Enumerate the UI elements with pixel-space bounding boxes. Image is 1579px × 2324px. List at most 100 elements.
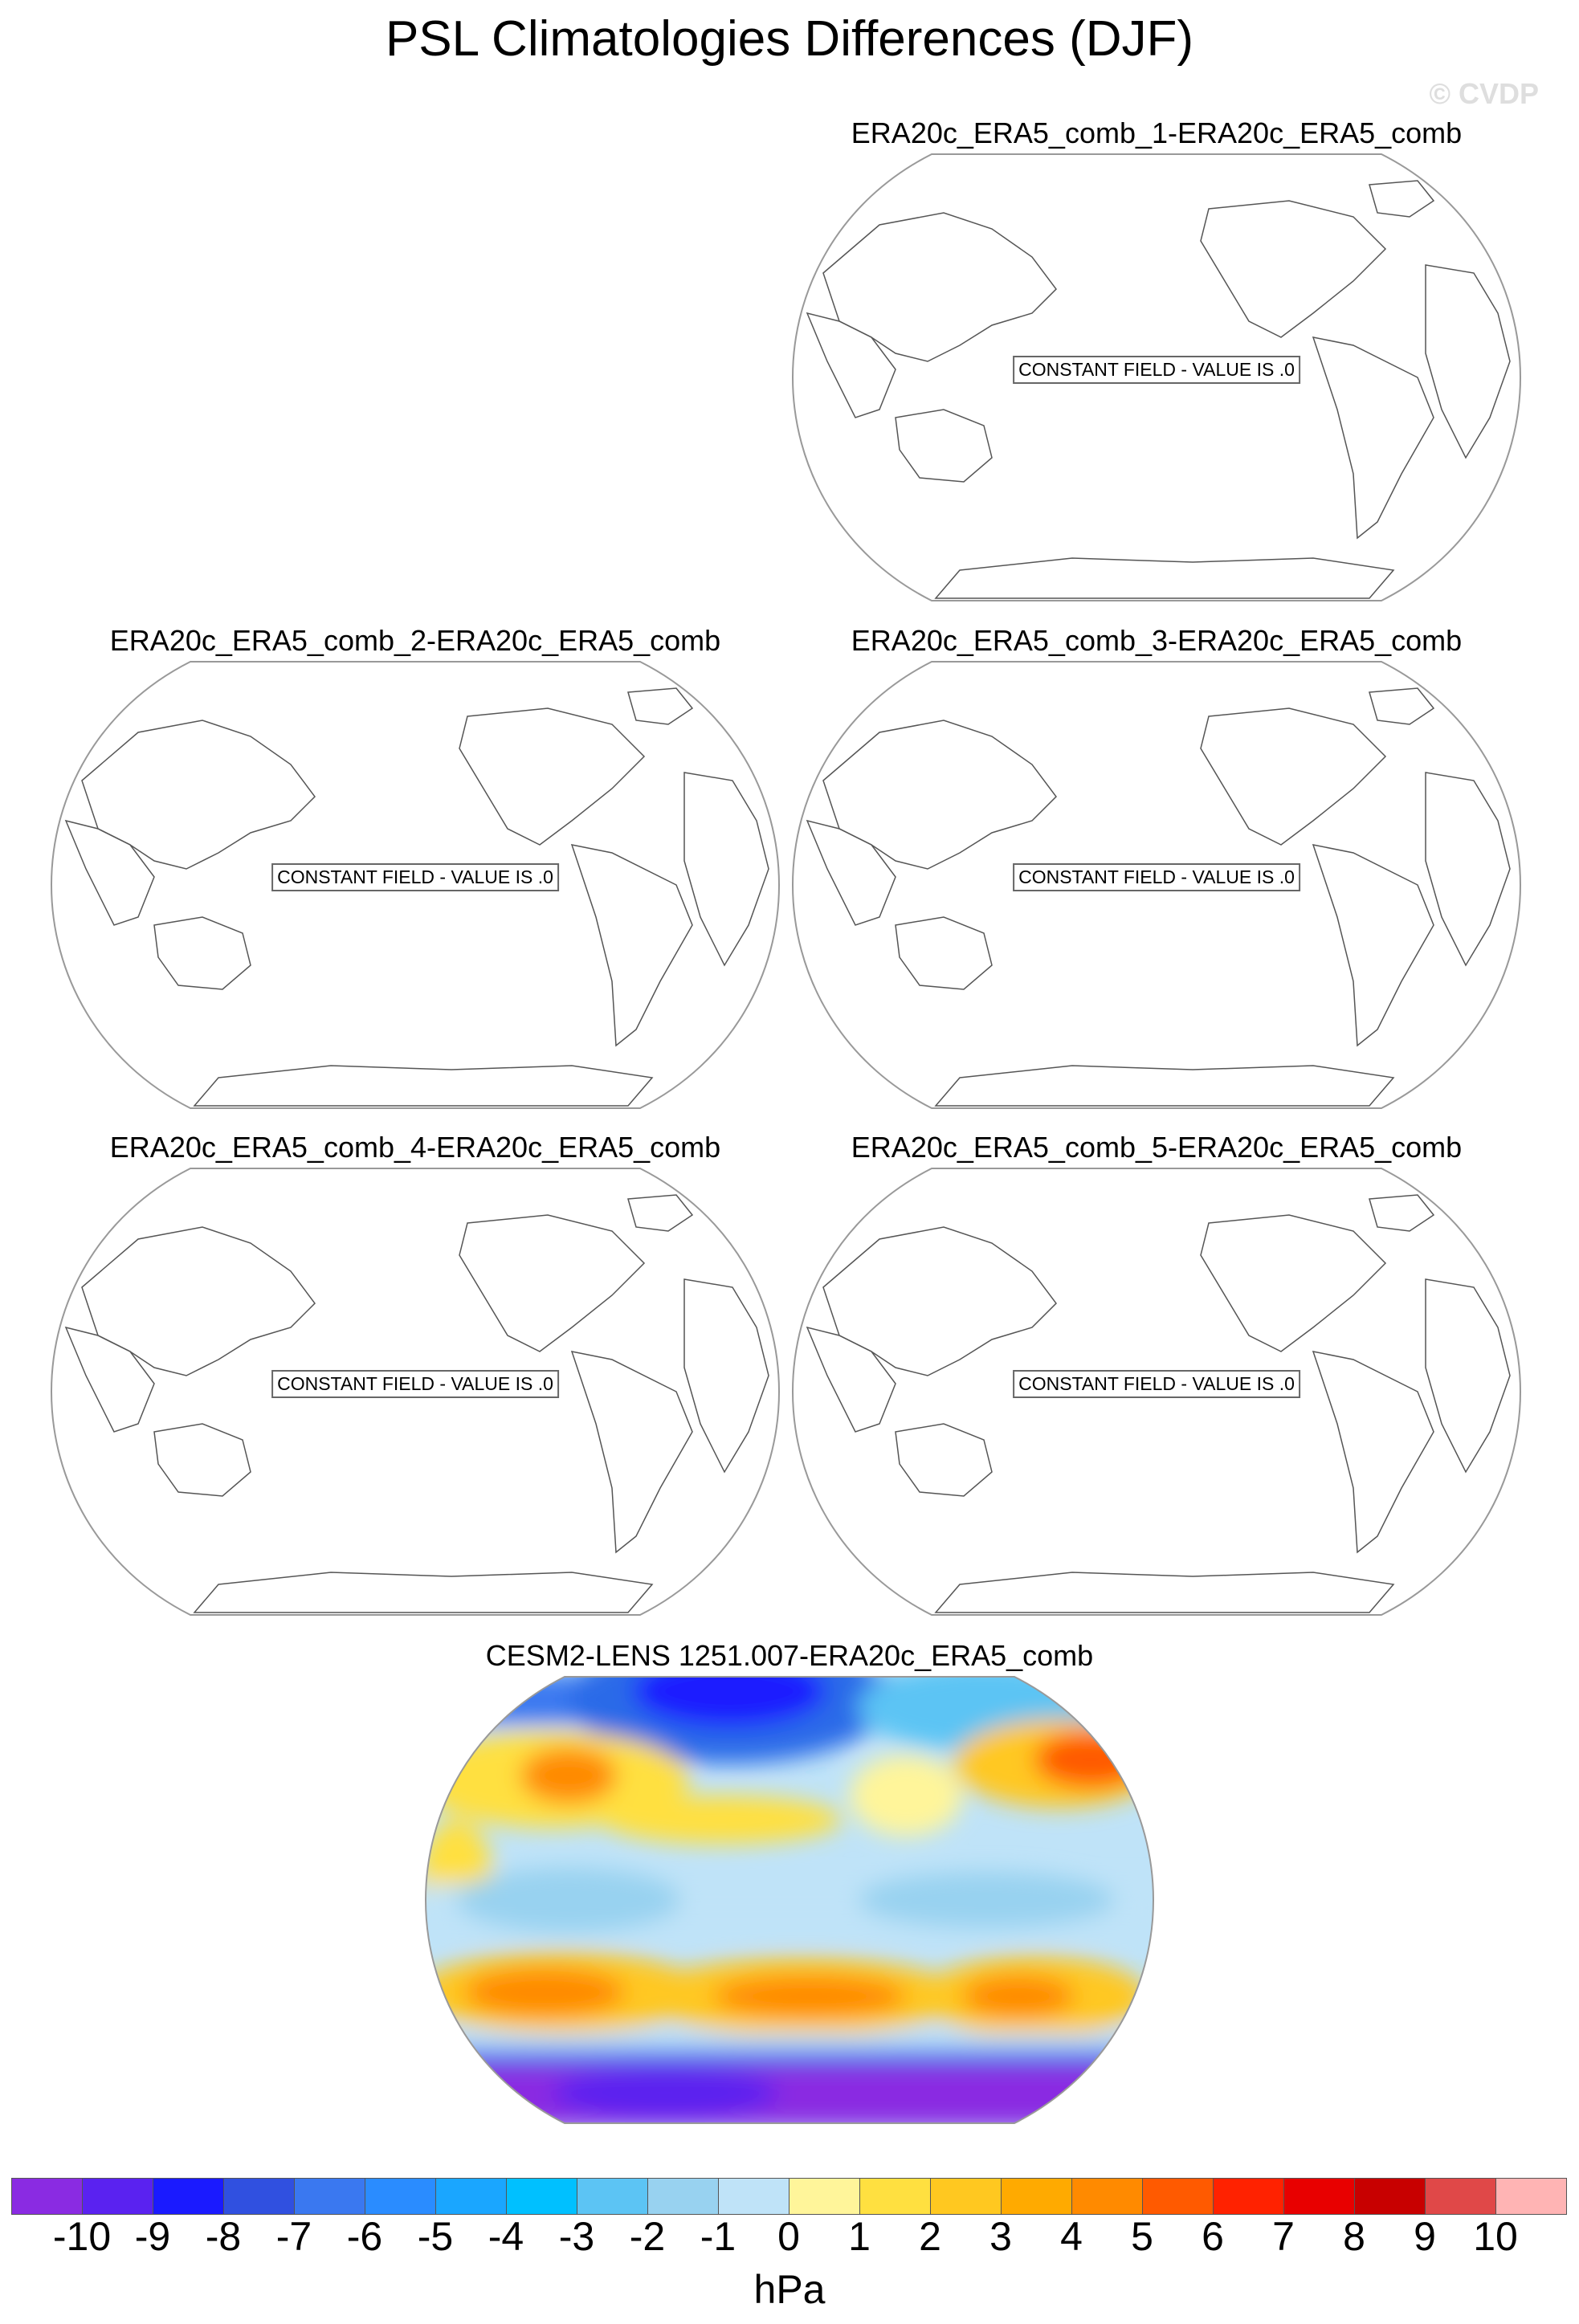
map-border: [50, 1168, 781, 1616]
colorbar-box: [1142, 2178, 1214, 2215]
colorbar-box: [1495, 2178, 1567, 2215]
colorbar-tick-label: 4: [1060, 2214, 1083, 2259]
coastline: [1369, 1194, 1435, 1232]
colorbar-tick-label: 1: [848, 2214, 871, 2259]
map-panel-6: CESM2-LENS 1251.007-ERA20c_ERA5_comb: [424, 1639, 1155, 2124]
colorbar-tick-label: -2: [629, 2214, 666, 2259]
map-panel-2: ERA20c_ERA5_comb_2-ERA20c_ERA5_comb CONS…: [50, 624, 781, 1109]
panel-title: ERA20c_ERA5_comb_3-ERA20c_ERA5_comb: [851, 624, 1463, 657]
coastline: [895, 916, 993, 990]
colorbar-tick-label: -8: [205, 2214, 242, 2259]
map-border: [791, 153, 1522, 601]
world-map: [791, 661, 1522, 1109]
coastline: [153, 1423, 251, 1497]
coastline: [570, 844, 693, 1047]
colorbar-box: [789, 2178, 860, 2215]
colorbar-box: [435, 2178, 507, 2215]
coastline: [806, 312, 896, 418]
map-border: [791, 661, 1522, 1109]
panel-title: ERA20c_ERA5_comb_5-ERA20c_ERA5_comb: [851, 1131, 1463, 1164]
coastline: [1312, 844, 1434, 1047]
colorbar-tick-label: 6: [1202, 2214, 1224, 2259]
coastline: [895, 1423, 993, 1497]
constant-field-label: CONSTANT FIELD - VALUE IS .0: [1013, 863, 1300, 892]
coastline: [895, 409, 993, 483]
colorbar-box: [11, 2178, 83, 2215]
coastline: [1369, 687, 1435, 725]
colorbar-box: [577, 2178, 648, 2215]
colorbar-units: hPa: [753, 2267, 826, 2312]
coastline: [683, 772, 769, 967]
world-map: [791, 1168, 1522, 1616]
colorbar-tick-label: -10: [52, 2214, 112, 2259]
colorbar-box: [223, 2178, 295, 2215]
colorbar-tick-label: 9: [1414, 2214, 1436, 2259]
coastline: [806, 1326, 896, 1433]
coastline: [64, 1326, 155, 1433]
figure-title: PSL Climatologies Differences (DJF): [385, 11, 1194, 67]
map-border: [791, 1168, 1522, 1616]
constant-field-label: CONSTANT FIELD - VALUE IS .0: [1013, 356, 1300, 385]
panel-title: CESM2-LENS 1251.007-ERA20c_ERA5_comb: [485, 1639, 1094, 1672]
coastline: [81, 720, 316, 870]
panel-title: ERA20c_ERA5_comb_2-ERA20c_ERA5_comb: [109, 624, 721, 657]
coastline: [153, 916, 251, 990]
colorbar-tick-label: 3: [989, 2214, 1012, 2259]
coastline: [1312, 1351, 1434, 1554]
coastline: [1425, 1278, 1511, 1474]
world-map: [50, 1168, 781, 1616]
colorbar-tick-label: 8: [1343, 2214, 1365, 2259]
colorbar-tick-label: -5: [417, 2214, 454, 2259]
colorbar-tick-label: -9: [134, 2214, 171, 2259]
constant-field-label: CONSTANT FIELD - VALUE IS .0: [271, 863, 559, 892]
colorbar-box: [1001, 2178, 1072, 2215]
colorbar-tick-label: -7: [275, 2214, 312, 2259]
colorbar-tick-label: -1: [700, 2214, 736, 2259]
coastline: [1369, 180, 1435, 218]
coastline: [1425, 772, 1511, 967]
world-map-filled: [424, 1676, 1155, 2124]
coastline: [64, 819, 155, 926]
map-panel-4: ERA20c_ERA5_comb_4-ERA20c_ERA5_comb CONS…: [50, 1131, 781, 1616]
coastline: [193, 1572, 654, 1613]
coastline: [822, 212, 1057, 362]
colorbar-box: [859, 2178, 931, 2215]
coastline: [822, 1226, 1057, 1376]
coastline: [627, 687, 694, 725]
colorbar-box: [1071, 2178, 1143, 2215]
coastline: [1425, 264, 1511, 459]
coastline: [934, 557, 1395, 599]
colorbar-tick-label: 10: [1473, 2214, 1518, 2259]
colorbar-box: [718, 2178, 790, 2215]
colorbar-tick-label: 0: [777, 2214, 800, 2259]
colorbar-box: [1213, 2178, 1284, 2215]
colorbar: [11, 2178, 1567, 2216]
coastline: [81, 1226, 316, 1376]
panel-title: ERA20c_ERA5_comb_1-ERA20c_ERA5_comb: [851, 116, 1463, 149]
map-panel-1: ERA20c_ERA5_comb_1-ERA20c_ERA5_comb CONS…: [791, 119, 1522, 601]
map-panel-3: ERA20c_ERA5_comb_3-ERA20c_ERA5_comb CONS…: [791, 624, 1522, 1109]
colorbar-box: [365, 2178, 436, 2215]
coastline: [627, 1194, 694, 1232]
colorbar-box: [1425, 2178, 1496, 2215]
coastline: [1200, 1214, 1387, 1352]
colorbar-tick-label: 5: [1131, 2214, 1153, 2259]
colorbar-box: [153, 2178, 224, 2215]
colorbar-box: [506, 2178, 577, 2215]
coastline: [822, 720, 1057, 870]
colorbar-tick-label: -6: [346, 2214, 383, 2259]
panel-title: ERA20c_ERA5_comb_4-ERA20c_ERA5_comb: [109, 1131, 721, 1164]
coastline: [1312, 336, 1434, 540]
coastline: [806, 819, 896, 926]
colorbar-box: [294, 2178, 365, 2215]
constant-field-label: CONSTANT FIELD - VALUE IS .0: [271, 1370, 559, 1399]
coastline: [934, 1065, 1395, 1107]
colorbar-tick-label: -4: [488, 2214, 524, 2259]
colorbar-tick-label: 7: [1272, 2214, 1295, 2259]
watermark: © CVDP: [1429, 77, 1539, 110]
coastline: [1200, 707, 1387, 846]
coastline: [193, 1065, 654, 1107]
colorbar-box: [1354, 2178, 1426, 2215]
colorbar-tick-label: 2: [919, 2214, 941, 2259]
colorbar-box: [647, 2178, 719, 2215]
